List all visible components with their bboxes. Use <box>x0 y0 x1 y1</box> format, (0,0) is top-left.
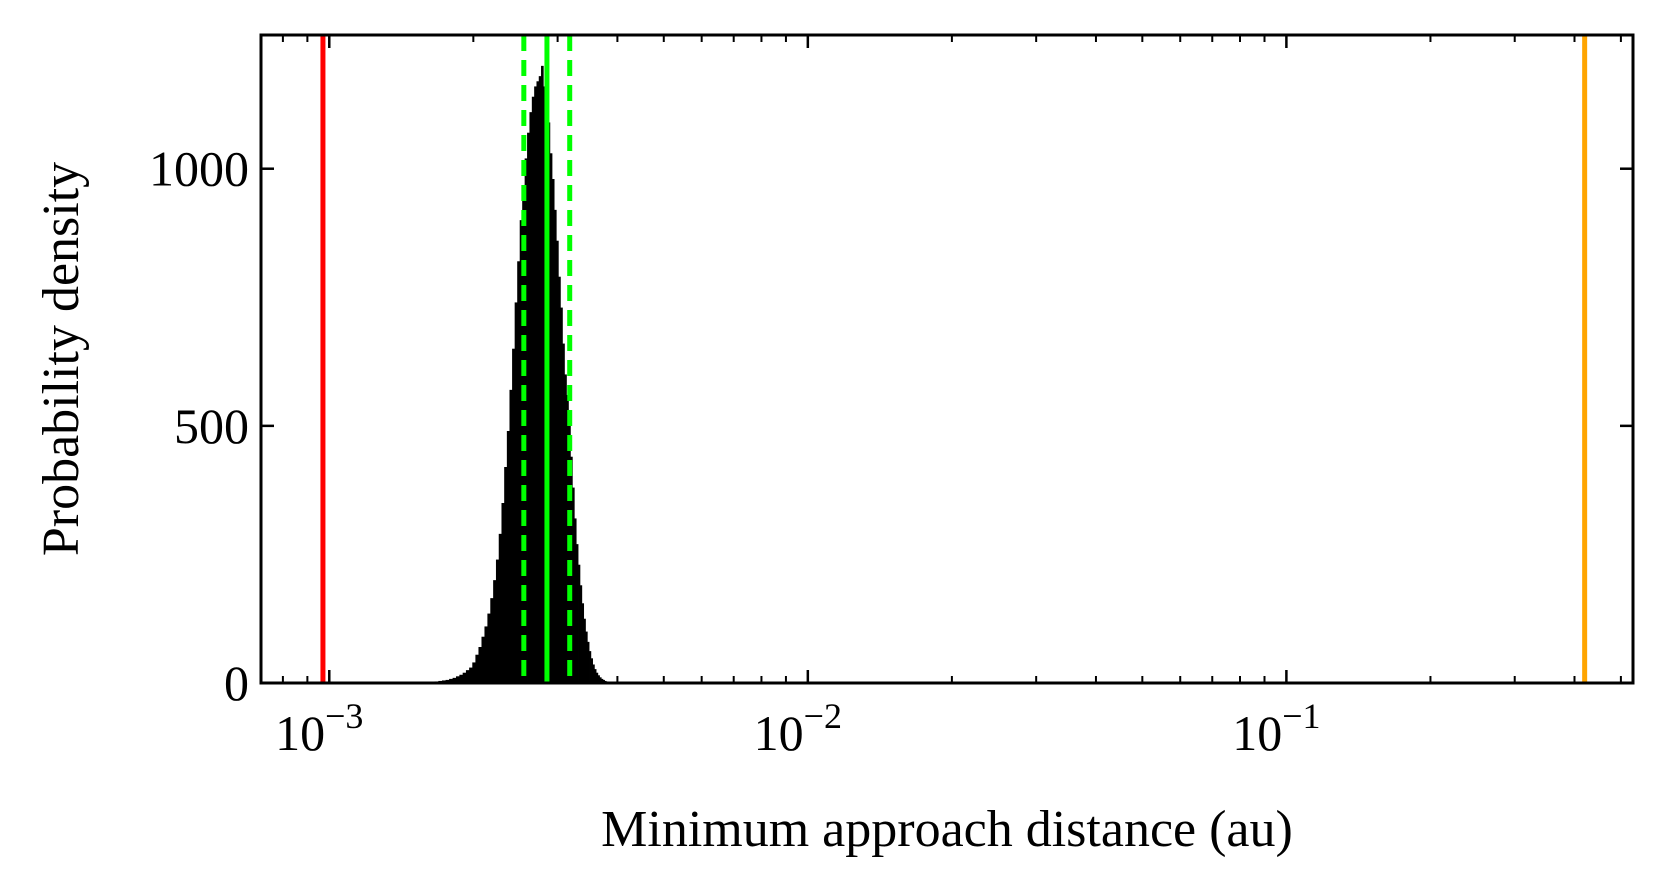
histogram-bar <box>459 674 464 683</box>
histogram-bar <box>602 679 605 683</box>
reference-lines <box>320 35 1588 683</box>
x-tick-label-exponent: −2 <box>804 696 842 736</box>
histogram-bar <box>556 240 559 683</box>
histogram-bar <box>583 618 586 683</box>
histogram-bar <box>504 467 508 683</box>
histogram-bar <box>481 636 485 683</box>
histogram-bar <box>562 343 565 683</box>
histogram-bar <box>594 669 597 683</box>
histogram-bar <box>519 220 523 683</box>
histogram-bar <box>597 675 600 683</box>
histogram-bar <box>469 667 473 683</box>
histogram-bar <box>564 374 567 683</box>
histogram-bar <box>538 76 542 683</box>
histogram-bar <box>574 518 577 683</box>
y-tick-label: 0 <box>224 655 249 711</box>
histogram-bar <box>579 585 583 683</box>
histogram-bar <box>599 677 602 683</box>
histogram-bar <box>495 559 500 683</box>
histogram-bar <box>581 603 585 683</box>
histogram-bar <box>501 503 505 683</box>
histogram-bar <box>487 613 491 683</box>
histogram-bar <box>514 302 518 683</box>
histogram-bar <box>462 672 467 683</box>
histogram-bar <box>549 153 553 684</box>
x-tick-label: 10−3 <box>275 696 363 761</box>
x-tick-label-base: 10 <box>275 705 325 761</box>
histogram-bar <box>527 132 530 683</box>
histogram-bar <box>590 658 593 683</box>
axis-ticks <box>261 35 1633 685</box>
histogram-bar <box>536 81 540 684</box>
histogram-bar <box>585 631 588 683</box>
histogram-bar <box>493 580 497 683</box>
histogram-bar <box>475 654 479 683</box>
histogram-bar <box>509 389 513 683</box>
histogram-bar <box>596 672 599 683</box>
x-tick-label: 10−1 <box>1232 696 1320 761</box>
histogram-bar <box>517 261 521 683</box>
histogram-bar <box>531 96 535 683</box>
histogram-bar <box>484 626 488 683</box>
histogram-bar <box>472 662 476 683</box>
histogram-bar <box>478 647 482 683</box>
histogram-bar <box>452 677 457 683</box>
x-tick-label-base: 10 <box>754 705 804 761</box>
y-tick-label: 1000 <box>149 141 249 197</box>
histogram-bar <box>576 544 579 683</box>
histogram-bar <box>512 348 516 683</box>
histogram-bar <box>568 425 571 683</box>
y-axis-label: Probability density <box>33 162 90 556</box>
histogram-bar <box>506 431 510 683</box>
histogram-bar <box>601 678 604 683</box>
histogram-bar <box>558 276 561 683</box>
plot-frame <box>259 33 1635 685</box>
histogram-bar <box>449 678 453 683</box>
x-tick-label-base: 10 <box>1232 705 1282 761</box>
histogram-bar <box>529 112 533 683</box>
histogram-bar <box>554 209 557 683</box>
x-tick-label: 10−2 <box>754 696 842 761</box>
histogram-bar <box>445 679 450 683</box>
histogram-bar <box>592 664 595 683</box>
histogram-bar <box>589 651 592 683</box>
histogram-bar <box>534 86 537 683</box>
histogram-bar <box>490 598 494 683</box>
y-tick-label: 500 <box>174 398 249 454</box>
histogram-bar <box>498 533 502 683</box>
histogram-bar <box>587 641 590 683</box>
x-tick-label-exponent: −3 <box>325 696 363 736</box>
histogram-bar <box>578 564 581 683</box>
histogram-bar <box>541 65 544 684</box>
histogram-bar <box>465 670 470 683</box>
histogram-bar <box>456 676 460 683</box>
x-axis-label: Minimum approach distance (au) <box>601 801 1293 858</box>
histogram-bar <box>560 307 563 683</box>
histogram-bar <box>551 179 555 683</box>
x-tick-label-exponent: −1 <box>1282 696 1320 736</box>
histogram-bar <box>572 487 575 683</box>
